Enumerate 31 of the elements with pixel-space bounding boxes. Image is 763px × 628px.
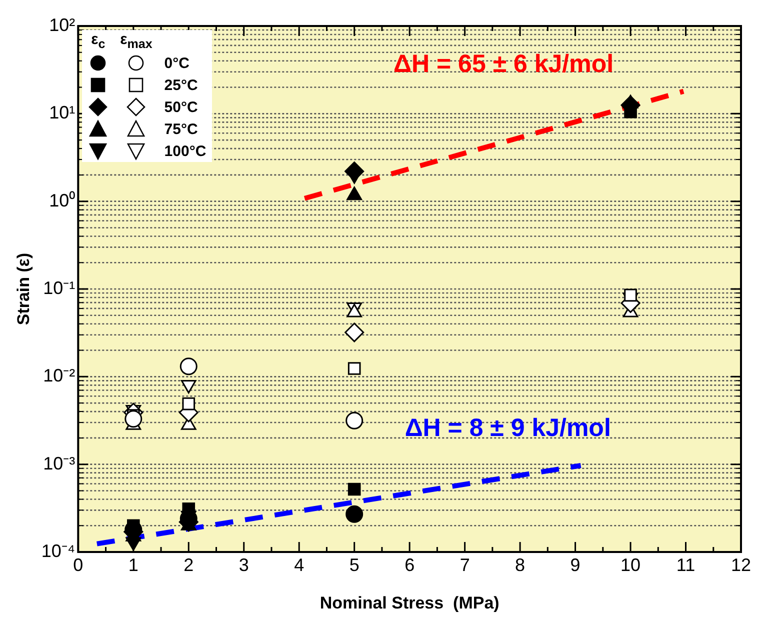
legend-label: 75°C <box>163 120 199 140</box>
y-tick-label: 10¹ <box>49 102 76 123</box>
x-tick-label: 8 <box>515 554 526 575</box>
x-axis-title: Nominal Stress (MPa) <box>320 593 500 612</box>
x-tick-label: 3 <box>238 554 249 575</box>
x-tick-label: 1 <box>128 554 138 575</box>
x-tick-label: 6 <box>404 554 415 575</box>
y-tick-label: 10² <box>49 14 76 35</box>
legend-label: 0°C <box>163 54 190 74</box>
x-tick-label: 10 <box>620 554 641 575</box>
y-tick-label: 10⁰ <box>49 190 76 210</box>
y-tick-label: 10⁻⁴ <box>41 540 76 561</box>
annotation: ε$_{max}$ <box>119 30 154 52</box>
legend-label: 100°C <box>163 142 208 162</box>
y-tick-label: 10⁻³ <box>43 453 76 474</box>
y-tick-label: 10⁻¹ <box>43 278 76 298</box>
legend-label: 50°C <box>163 98 199 118</box>
x-tick-label: 5 <box>349 554 360 575</box>
annotation: ΔH = 8 ± 9 kJ/mol <box>404 413 611 444</box>
x-tick-label: 7 <box>460 554 470 575</box>
x-tick-label: 9 <box>570 554 580 575</box>
x-tick-label: 11 <box>676 554 696 575</box>
x-tick-label: 12 <box>730 554 752 575</box>
annotation: ΔH = 65 ± 6 kJ/mol <box>394 49 614 80</box>
y-axis-title: Strain (ε) <box>14 252 33 326</box>
x-tick-label: 0 <box>73 554 84 575</box>
legend-label: 25°C <box>163 76 199 96</box>
y-tick-label: 10⁻² <box>43 366 76 386</box>
x-tick-label: 4 <box>294 554 304 575</box>
x-tick-label: 2 <box>184 554 194 575</box>
annotation: ε$_{c}$ <box>90 30 106 52</box>
